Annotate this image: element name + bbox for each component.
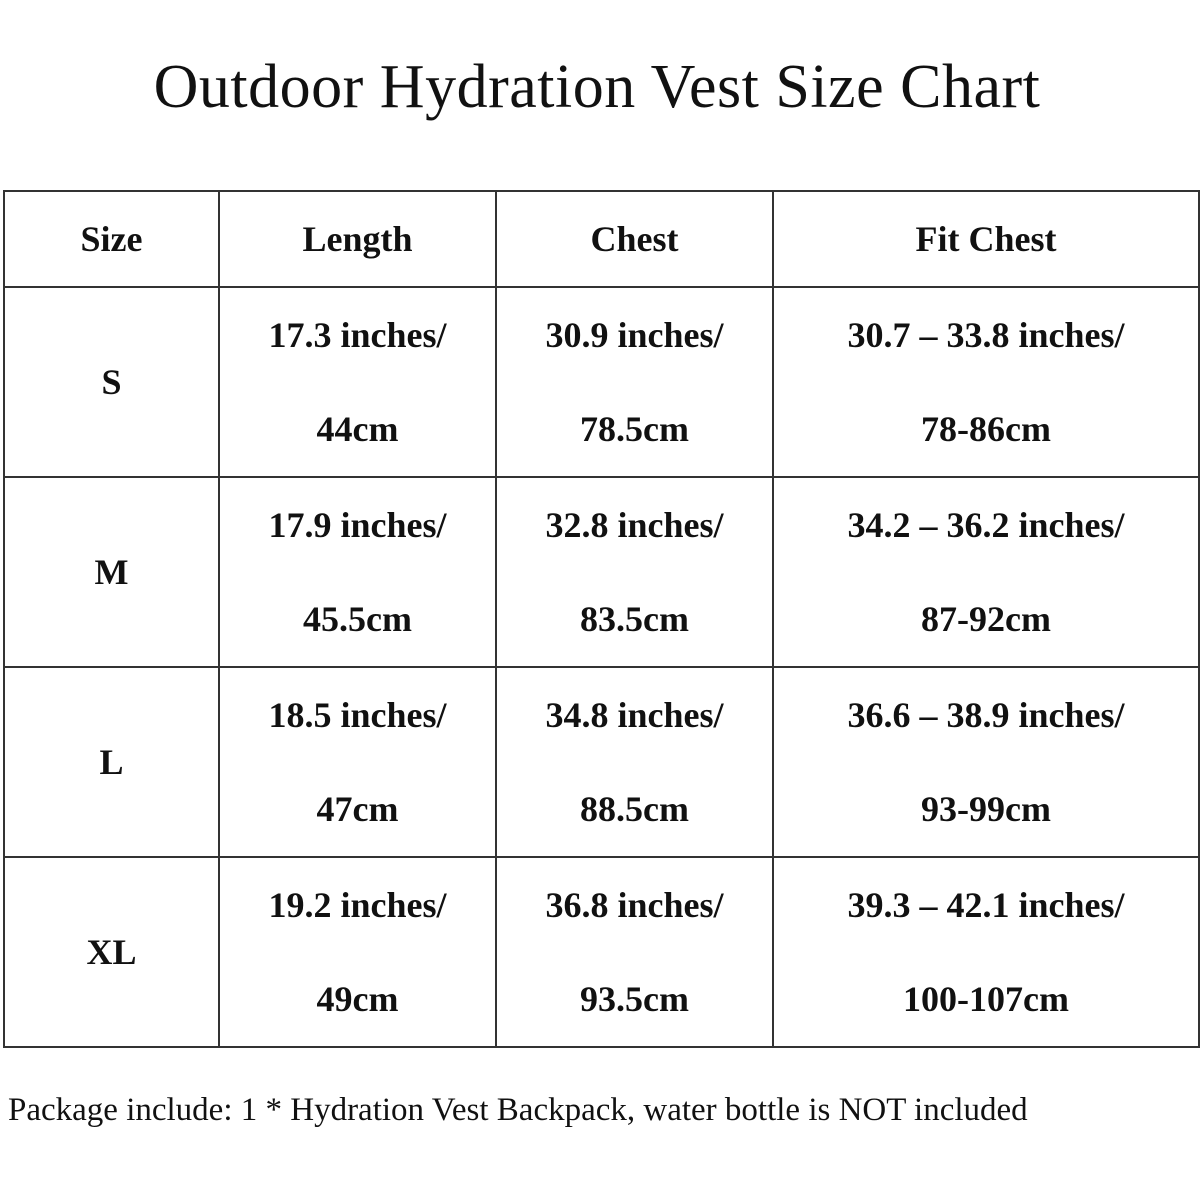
inches-value: 17.9 inches/ [268,505,447,545]
cm-value: 83.5cm [580,599,689,639]
table-row: S 17.3 inches/44cm 30.9 inches/78.5cm 30.7 … [3,286,1200,478]
chest-cell: 36.8 inches/93.5cm [495,856,774,1048]
table-row: M 17.9 inches/45.5cm 32.8 inches/83.5cm 34.… [3,476,1200,668]
cm-value: 93.5cm [580,979,689,1019]
page-title: Outdoor Hydration Vest Size Chart [153,53,1041,121]
size-cell: M [3,476,220,668]
cm-value: 78-86cm [921,409,1051,449]
table-row: L 18.5 inches/47cm 34.8 inches/88.5cm 36.6 … [3,666,1200,858]
inches-value: 30.9 inches/ [545,315,724,355]
cm-value: 45.5cm [303,599,412,639]
header-fit-chest: Fit Chest [772,190,1200,288]
length-cell: 19.2 inches/49cm [218,856,497,1048]
length-cell: 17.9 inches/45.5cm [218,476,497,668]
table-row: XL 19.2 inches/49cm 36.8 inches/93.5cm 39.3… [3,856,1200,1048]
package-note: Package include: 1 * Hydration Vest Back… [8,1092,1028,1128]
cm-value: 44cm [316,409,399,449]
size-chart-table: Size Length Chest Fit Chest S 17.3 inches… [3,190,1200,1048]
header-length: Length [218,190,497,288]
length-cell: 18.5 inches/47cm [218,666,497,858]
cm-value: 88.5cm [580,789,689,829]
table-header-row: Size Length Chest Fit Chest [3,190,1200,288]
cm-value: 78.5cm [580,409,689,449]
inches-value: 36.6 – 38.9 inches/ [847,695,1125,735]
inches-value: 32.8 inches/ [545,505,724,545]
fit-chest-cell: 30.7 – 33.8 inches/78-86cm [772,286,1200,478]
size-cell: XL [3,856,220,1048]
cm-value: 49cm [316,979,399,1019]
inches-value: 34.8 inches/ [545,695,724,735]
inches-value: 18.5 inches/ [268,695,447,735]
inches-value: 30.7 – 33.8 inches/ [847,315,1125,355]
header-size: Size [3,190,220,288]
size-cell: L [3,666,220,858]
cm-value: 87-92cm [921,599,1051,639]
header-chest: Chest [495,190,774,288]
chest-cell: 32.8 inches/83.5cm [495,476,774,668]
cm-value: 47cm [316,789,399,829]
chest-cell: 30.9 inches/78.5cm [495,286,774,478]
size-cell: S [3,286,220,478]
inches-value: 17.3 inches/ [268,315,447,355]
inches-value: 19.2 inches/ [268,885,447,925]
cm-value: 93-99cm [921,789,1051,829]
cm-value: 100-107cm [903,979,1069,1019]
inches-value: 34.2 – 36.2 inches/ [847,505,1125,545]
length-cell: 17.3 inches/44cm [218,286,497,478]
fit-chest-cell: 39.3 – 42.1 inches/100-107cm [772,856,1200,1048]
inches-value: 36.8 inches/ [545,885,724,925]
inches-value: 39.3 – 42.1 inches/ [847,885,1125,925]
chest-cell: 34.8 inches/88.5cm [495,666,774,858]
fit-chest-cell: 34.2 – 36.2 inches/87-92cm [772,476,1200,668]
fit-chest-cell: 36.6 – 38.9 inches/93-99cm [772,666,1200,858]
